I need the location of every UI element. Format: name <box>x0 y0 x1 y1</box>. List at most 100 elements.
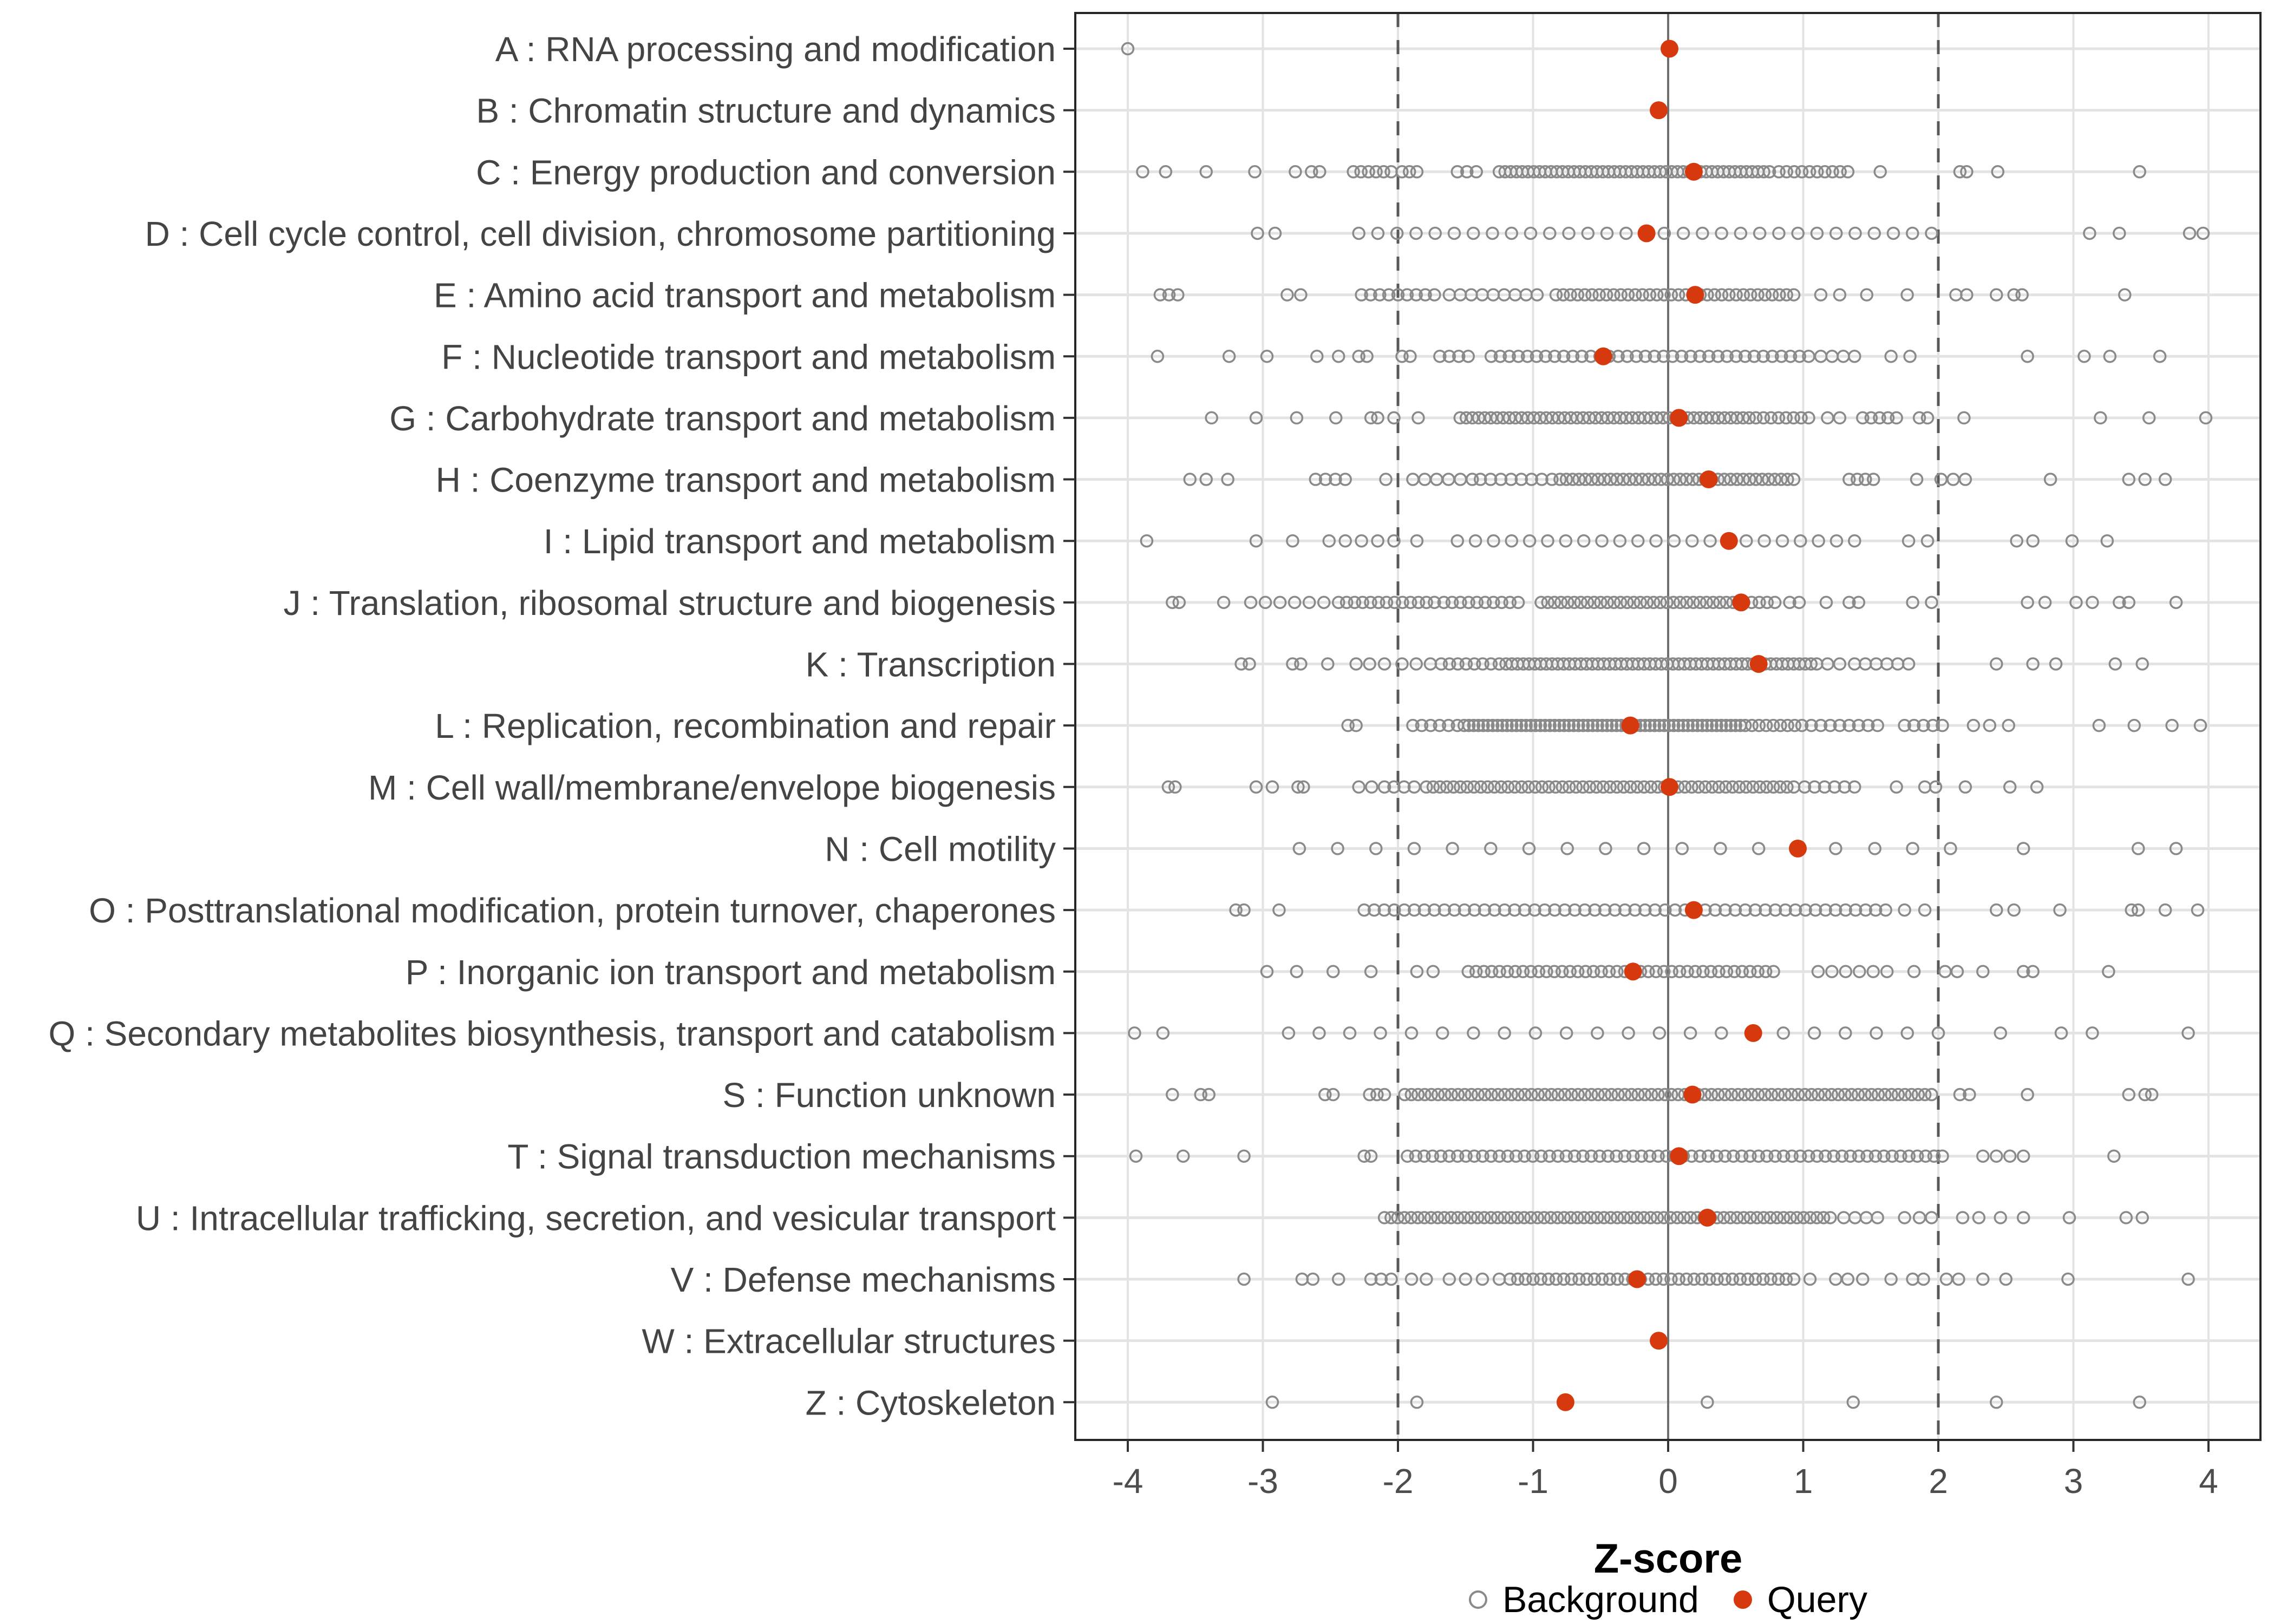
background-point <box>1728 903 1742 917</box>
background-point <box>1445 1088 1458 1102</box>
category-label-I: I : Lipid transport and metabolism <box>544 522 1056 561</box>
background-point <box>1472 718 1485 732</box>
background-point <box>1291 780 1305 794</box>
background-point <box>1534 1149 1548 1163</box>
background-point <box>1411 1211 1424 1224</box>
background-point <box>1504 473 1518 486</box>
background-point <box>1926 718 1940 732</box>
query-point-C <box>1684 162 1703 181</box>
background-point <box>1673 473 1687 486</box>
background-point <box>1459 1272 1472 1286</box>
background-point <box>1338 473 1352 486</box>
background-point <box>1704 1088 1718 1102</box>
background-point <box>1461 350 1475 363</box>
background-point <box>1667 534 1681 548</box>
background-point <box>1856 1272 1870 1286</box>
background-point <box>1525 473 1538 486</box>
background-point <box>1572 1272 1586 1286</box>
background-point <box>1819 903 1832 917</box>
background-point <box>1435 1026 1449 1040</box>
background-point <box>1743 288 1757 302</box>
background-point <box>1428 226 1442 240</box>
background-point <box>1387 903 1401 917</box>
background-point <box>1357 903 1371 917</box>
background-point <box>1829 842 1842 855</box>
background-point <box>1638 350 1652 363</box>
background-point <box>1459 657 1473 671</box>
background-point <box>1651 1149 1665 1163</box>
background-point <box>1562 718 1576 732</box>
background-point <box>1677 1211 1691 1224</box>
background-point <box>2026 534 2040 548</box>
background-point <box>1352 226 1365 240</box>
category-label-N: N : Cell motility <box>825 829 1056 868</box>
background-point <box>1524 718 1538 732</box>
background-point <box>1953 165 1967 179</box>
background-point <box>1468 903 1481 917</box>
background-point <box>1773 288 1786 302</box>
background-point <box>1249 780 1263 794</box>
background-point <box>1417 903 1431 917</box>
background-point <box>1591 1026 1604 1040</box>
query-point-U <box>1698 1208 1716 1227</box>
background-point <box>1638 1088 1652 1102</box>
background-point <box>1684 1211 1697 1224</box>
background-point <box>1468 534 1482 548</box>
background-point <box>1312 1026 1326 1040</box>
background-point <box>1508 780 1522 794</box>
background-point <box>1121 42 1135 56</box>
background-point <box>1249 411 1263 425</box>
background-point <box>1621 288 1635 302</box>
background-point <box>1796 1211 1811 1224</box>
background-point <box>1458 903 1472 917</box>
background-point <box>1956 1211 1970 1224</box>
query-point-D <box>1637 224 1656 243</box>
background-point <box>1433 780 1447 794</box>
background-point <box>1514 473 1528 486</box>
background-point <box>1310 350 1324 363</box>
background-point <box>1581 718 1595 732</box>
background-point <box>1458 1211 1471 1224</box>
background-point <box>1717 1211 1731 1224</box>
category-label-G: G : Carbohydrate transport and metabolis… <box>389 399 1056 438</box>
background-point <box>1765 1088 1779 1102</box>
background-point <box>2142 411 2156 425</box>
background-point <box>1781 473 1794 486</box>
background-point <box>1756 350 1770 363</box>
background-point <box>1635 1149 1648 1163</box>
background-point <box>1395 657 1409 671</box>
background-point <box>1572 473 1586 486</box>
background-point <box>2026 965 2040 978</box>
background-point <box>1691 780 1706 794</box>
background-point <box>1467 1149 1481 1163</box>
background-point <box>1767 718 1780 732</box>
background-point <box>1458 1088 1472 1102</box>
background-point <box>1600 595 1614 610</box>
background-point <box>1613 595 1628 610</box>
background-point <box>2094 411 2107 425</box>
background-point <box>1510 718 1524 732</box>
category-label-U: U : Intracellular trafficking, secretion… <box>136 1199 1056 1237</box>
background-point <box>1848 350 1861 363</box>
background-point <box>1377 657 1391 671</box>
background-point <box>1651 1088 1665 1102</box>
background-point <box>1428 595 1441 610</box>
background-point <box>1902 1149 1916 1163</box>
background-point <box>1611 1088 1625 1102</box>
background-point <box>1563 780 1576 794</box>
background-point <box>1541 595 1554 610</box>
background-point <box>1433 718 1447 732</box>
background-point <box>1558 903 1572 917</box>
background-point <box>1718 1149 1732 1163</box>
background-point <box>1865 1088 1878 1102</box>
background-point <box>1551 1149 1565 1163</box>
background-point <box>1205 411 1218 425</box>
category-label-P: P : Inorganic ion transport and metaboli… <box>406 953 1056 992</box>
background-point <box>1739 780 1753 794</box>
background-point <box>1818 780 1832 794</box>
background-point <box>1516 965 1530 978</box>
background-point <box>1591 1211 1604 1224</box>
background-point <box>1628 903 1642 917</box>
background-point <box>1643 288 1657 302</box>
background-point <box>2132 842 2145 855</box>
